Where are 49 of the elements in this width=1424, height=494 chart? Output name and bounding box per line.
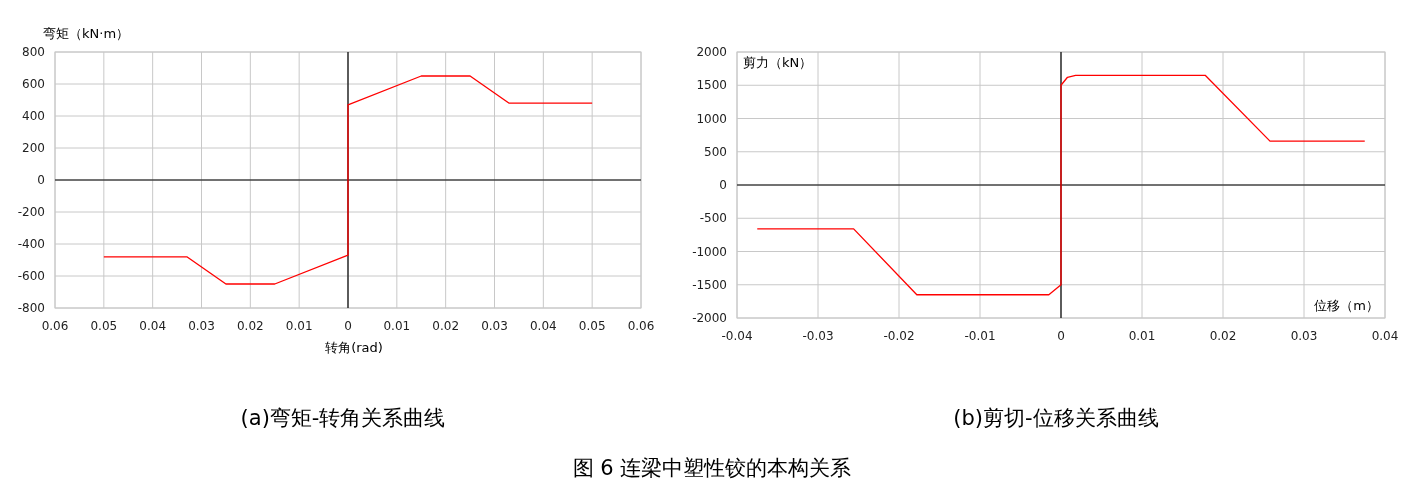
x-tick-label: -0.04	[721, 329, 753, 343]
x-tick-label: 0.01	[383, 319, 411, 333]
x-tick-label: 0.02	[236, 319, 264, 333]
x-axis-title: 位移（m）	[1314, 298, 1379, 313]
y-tick-label: -600	[17, 269, 45, 283]
y-tick-label: -2000	[692, 311, 727, 325]
text: (b)剪切-位移关系曲线	[953, 406, 1159, 430]
y-tick-label: -500	[699, 211, 727, 226]
x-tick-label: 0	[1057, 329, 1065, 343]
text: (a)弯矩-转角关系曲线	[240, 406, 446, 430]
x-tick-label: 0.05	[90, 319, 118, 333]
y-axis-title: 弯矩（kN·m）	[43, 26, 130, 41]
y-tick-label: 400	[22, 109, 45, 123]
y-tick-label: 0	[37, 173, 45, 187]
x-tick-label: 0.01	[285, 319, 313, 333]
y-tick-label: 2000	[696, 45, 727, 59]
x-tick-label: -0.01	[964, 329, 996, 343]
x-tick-label: -0.03	[802, 329, 834, 343]
x-tick-label: 0	[344, 319, 352, 333]
x-tick-label: 0.01	[1128, 329, 1156, 343]
y-tick-label: 1000	[696, 111, 727, 126]
x-tick-label: 0.03	[188, 319, 215, 333]
y-tick-label: 200	[22, 141, 45, 155]
y-tick-label: -800	[17, 301, 45, 315]
x-axis-title: 转角(rad)	[325, 340, 383, 355]
x-tick-label: 0.04	[529, 319, 557, 333]
y-tick-label: -1500	[692, 277, 727, 292]
y-tick-label: 600	[22, 77, 45, 91]
x-tick-label: 0.06	[41, 319, 69, 333]
caption: 图 6 连梁中塑性铰的本构关系	[572, 456, 852, 480]
y-tick-label: 800	[22, 45, 45, 59]
y-tick-label: -1000	[692, 244, 727, 259]
x-tick-label: -0.02	[883, 329, 915, 343]
x-tick-label: 0.02	[432, 319, 460, 333]
y-tick-label: 500	[704, 144, 727, 159]
y-tick-label: 0	[719, 178, 727, 192]
line-series	[103, 75, 593, 285]
x-tick-label: 0.06	[627, 319, 655, 333]
x-tick-label: 0.04	[139, 319, 167, 333]
y-tick-label: -200	[17, 205, 45, 219]
y-tick-label: -400	[17, 237, 45, 251]
line-series	[756, 74, 1366, 296]
x-tick-label: 0.03	[481, 319, 508, 333]
x-tick-label: 0.03	[1290, 329, 1318, 343]
y-axis-title: 剪力（kN）	[743, 55, 813, 70]
x-tick-label: 0.05	[578, 319, 606, 333]
x-tick-label: 0.02	[1209, 329, 1237, 343]
y-tick-label: 1500	[696, 78, 727, 93]
x-tick-label: 0.04	[1371, 329, 1399, 343]
